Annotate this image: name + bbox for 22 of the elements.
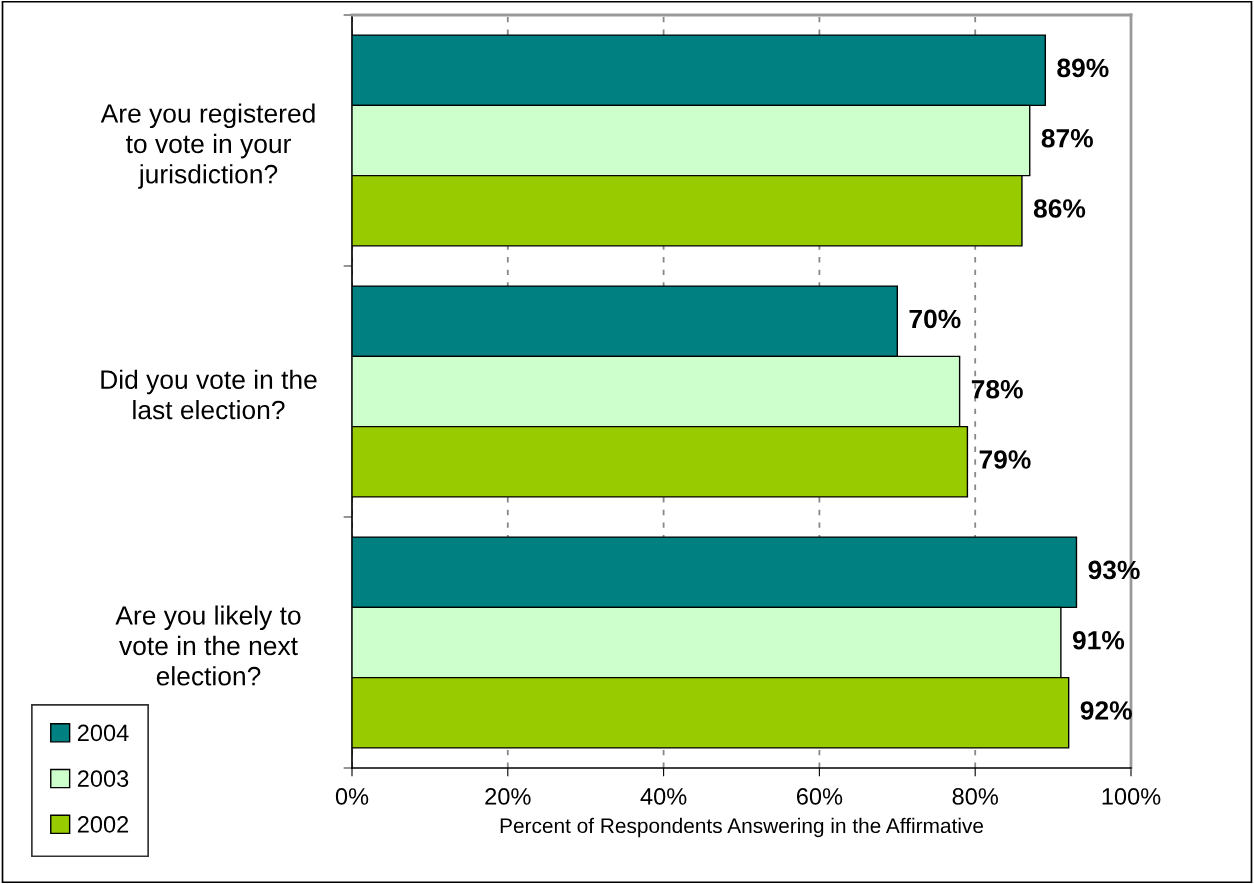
data-label: 78% (971, 379, 1023, 399)
x-tick-label: 20% (485, 788, 531, 805)
data-label: 89% (1057, 58, 1109, 78)
x-tick-label: 100% (1102, 788, 1161, 805)
x-tick-label: 80% (952, 788, 998, 805)
data-label: 86% (1033, 199, 1086, 218)
x-axis-title: Percent of Respondents Answering in the Affirmative (500, 817, 984, 838)
data-label: 92% (1080, 701, 1132, 720)
data-label: 79% (979, 450, 1031, 469)
y-tick-label: Did you vote in the last election? (101, 369, 317, 420)
x-tick-label: 40% (640, 788, 687, 805)
data-label: 70% (909, 309, 961, 329)
x-tick-label: 0% (335, 788, 369, 805)
data-label: 91% (1072, 630, 1125, 650)
y-tick-label: Are you registered to vote in your jurisdiction? (100, 103, 315, 189)
data-label: 87% (1041, 128, 1093, 148)
data-label: 93% (1088, 560, 1140, 580)
legend-label: 2004 (77, 724, 129, 742)
legend-label: 2002 (77, 816, 129, 833)
y-tick-label: Are you likely to vote in the next election? (115, 605, 301, 686)
x-tick-label: 60% (796, 788, 843, 805)
legend-label: 2003 (77, 770, 129, 787)
